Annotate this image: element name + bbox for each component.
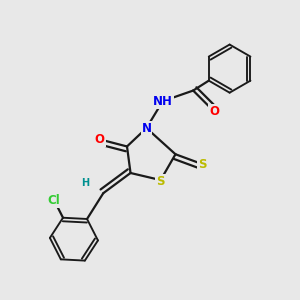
Text: O: O [209,105,219,118]
Text: S: S [198,158,207,171]
Text: N: N [142,122,152,135]
Text: Cl: Cl [48,194,61,207]
Text: NH: NH [153,95,173,108]
Text: S: S [156,175,165,188]
Text: O: O [95,133,105,146]
Text: H: H [82,178,90,188]
